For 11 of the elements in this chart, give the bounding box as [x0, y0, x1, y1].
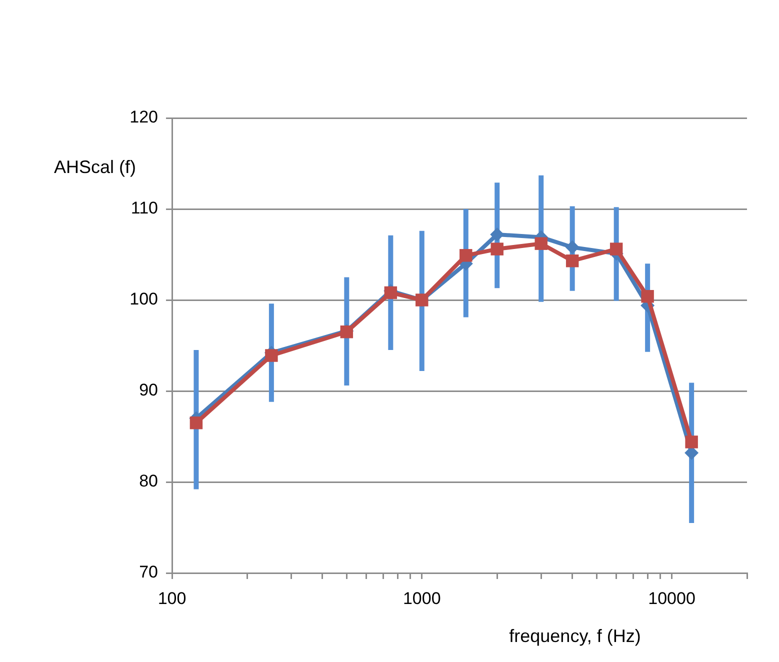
y-tick-label: 120	[130, 108, 158, 127]
x-tick-label: 10000	[648, 588, 696, 608]
y-tick-label: 70	[139, 562, 158, 582]
x-tick-label: 1000	[402, 588, 441, 608]
y-axis-title: AHScal (f)	[54, 156, 136, 177]
y-tick-label: 100	[130, 290, 158, 309]
y-tick-label: 90	[139, 380, 158, 400]
x-tick-label: 100	[158, 588, 186, 608]
y-tick-label: 80	[139, 472, 158, 491]
x-axis-title: frequency, f (Hz)	[509, 626, 641, 646]
y-tick-label: 110	[130, 198, 158, 218]
